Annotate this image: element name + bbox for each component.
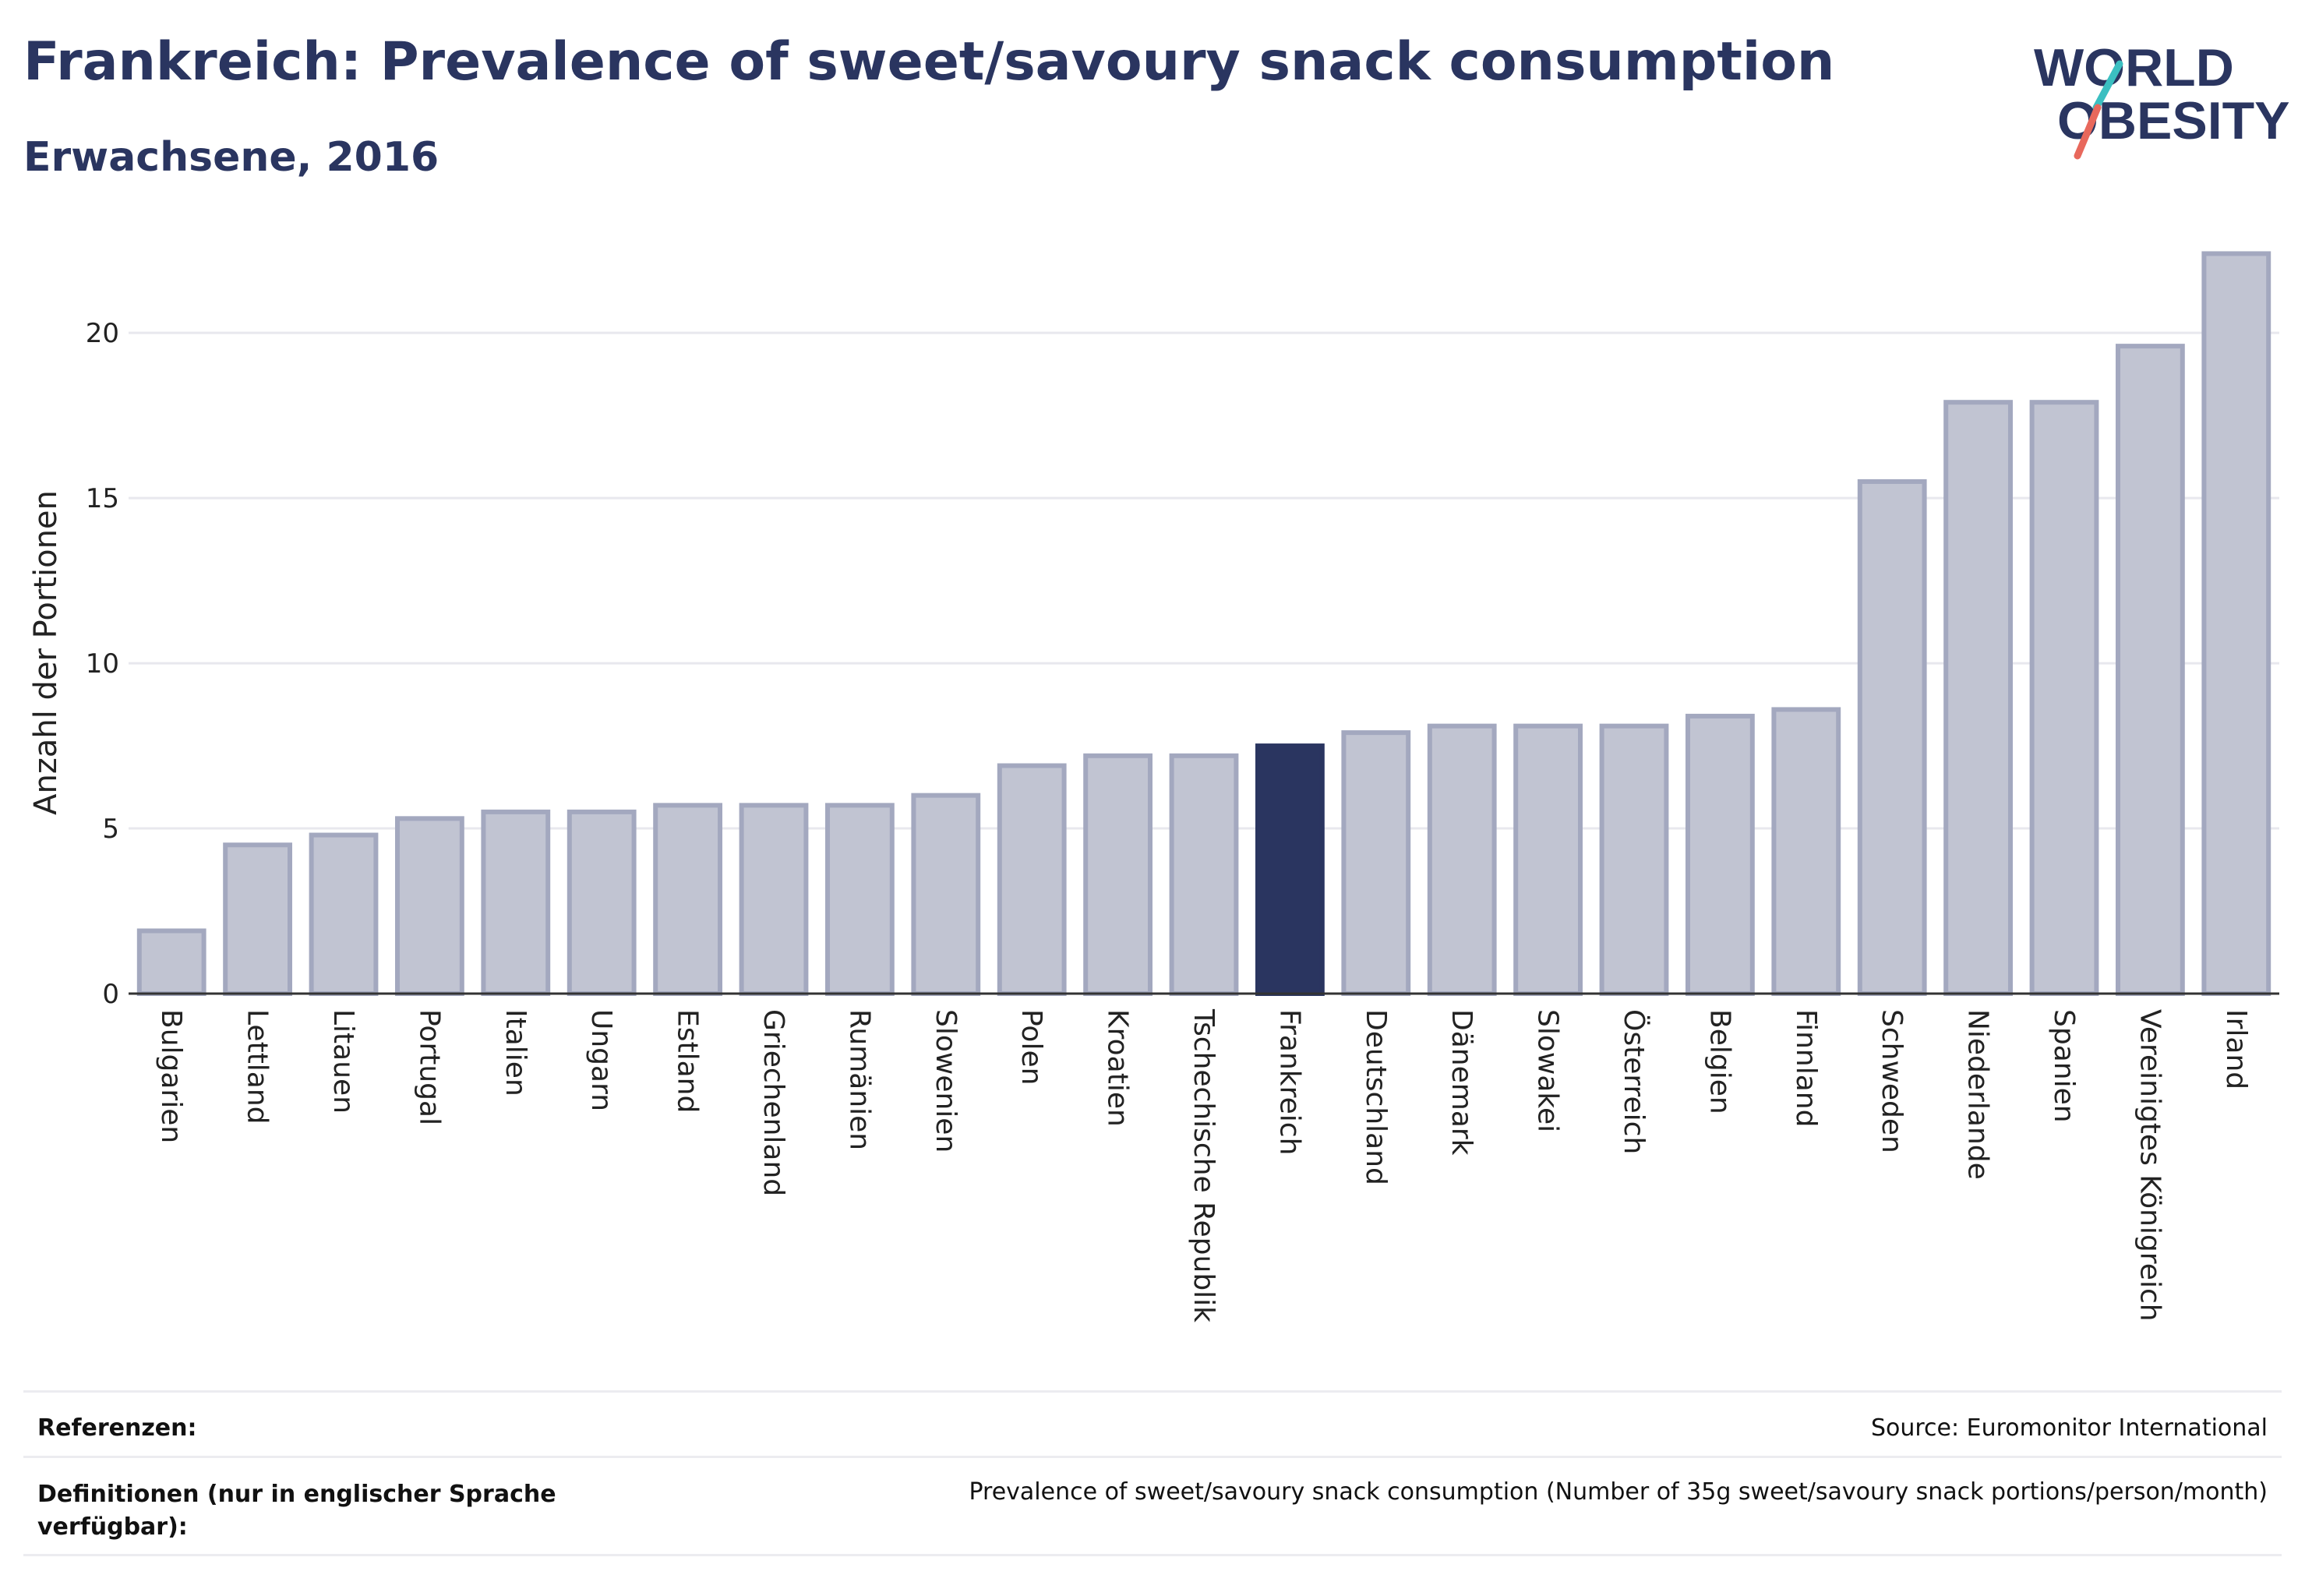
x-tick-label: Frankreich — [1273, 1009, 1305, 1155]
bar — [1427, 723, 1497, 996]
x-tick-label: Deutschland — [1360, 1009, 1392, 1185]
y-tick-label: 0 — [102, 979, 119, 1010]
y-axis-label: Anzahl der Portionen — [28, 490, 64, 815]
chart-subtitle: Erwachsene, 2016 — [23, 134, 439, 181]
bar — [1943, 400, 2013, 996]
footer-bottom-rule — [23, 1554, 2282, 1556]
y-tick-label: 20 — [86, 318, 119, 349]
x-tick-label: Kroatien — [1102, 1009, 1134, 1127]
x-tick-label: Estland — [672, 1009, 704, 1113]
bar — [1341, 730, 1411, 996]
x-tick-label: Österreich — [1618, 1009, 1650, 1154]
x-tick-label: Slowenien — [930, 1009, 962, 1153]
bar-chart: 0 5 10 15 20 Anzahl der Portionen Bulgarien Let… — [28, 251, 2279, 1322]
references-row: Referenzen: Source: Euromonitor Internat… — [23, 1390, 2282, 1455]
definitions-value: Prevalence of sweet/savoury snack consum… — [969, 1478, 2268, 1506]
bar — [739, 803, 809, 996]
x-tick-label: Griechenland — [757, 1009, 789, 1196]
bar — [395, 816, 464, 996]
x-tick-label: Rumänien — [843, 1009, 875, 1150]
y-tick-label: 10 — [86, 648, 119, 680]
logo-line1: WORLD — [2034, 38, 2234, 97]
x-tick-label: Ungarn — [585, 1009, 617, 1111]
x-tick-label: Spanien — [2048, 1009, 2080, 1123]
bar — [1857, 478, 1927, 996]
chart-title: Frankreich: Prevalence of sweet/savoury … — [23, 31, 1835, 93]
bar — [1771, 707, 1841, 996]
y-tick-label: 5 — [102, 814, 119, 845]
bar — [567, 809, 637, 996]
bar — [1513, 723, 1583, 996]
world-obesity-logo: WORLD OBESITY — [2034, 38, 2290, 160]
x-tick-label: Irland — [2220, 1009, 2252, 1089]
x-tick-label: Bulgarien — [155, 1009, 187, 1143]
bar — [2201, 251, 2271, 997]
x-tick-label: Polen — [1015, 1009, 1047, 1085]
footer: Referenzen: Source: Euromonitor Internat… — [23, 1390, 2282, 1562]
y-tick-label: 15 — [86, 483, 119, 514]
x-tick-label: Slowakei — [1532, 1009, 1564, 1132]
references-label: Referenzen: — [37, 1414, 197, 1442]
bar — [481, 809, 551, 996]
x-tick-label: Dänemark — [1445, 1009, 1477, 1156]
x-tick-label: Portugal — [413, 1009, 445, 1125]
definitions-label: Definitionen (nur in englischer Sprache … — [37, 1481, 556, 1541]
logo-slash-teal — [2092, 60, 2123, 111]
references-value: Source: Euromonitor International — [1870, 1414, 2268, 1442]
bar — [1169, 753, 1239, 996]
x-tick-label: Schweden — [1876, 1009, 1908, 1153]
bar — [1083, 753, 1152, 996]
logo-slash-coral — [2074, 104, 2102, 160]
bar — [997, 763, 1067, 996]
definitions-row: Definitionen (nur in englischer Sprache … — [23, 1456, 2282, 1558]
x-tick-label: Finnland — [1790, 1009, 1822, 1127]
x-tick-label: Italien — [499, 1009, 531, 1096]
x-tick-label: Litauen — [327, 1009, 359, 1114]
x-tick-label: Tschechische Republik — [1188, 1008, 1220, 1322]
bar — [1686, 713, 1755, 996]
bar — [1599, 723, 1669, 996]
bar — [136, 928, 206, 997]
bar — [911, 793, 981, 996]
bar — [223, 842, 293, 996]
bar — [653, 803, 723, 996]
bar — [309, 832, 379, 996]
x-tick-label: Niederlande — [1962, 1009, 1994, 1180]
x-tick-label: Lettland — [242, 1009, 274, 1125]
bar — [1255, 743, 1325, 997]
bar — [2116, 344, 2185, 996]
x-tick-label: Belgien — [1703, 1009, 1735, 1114]
bar — [2029, 400, 2099, 996]
x-tick-label: Vereinigtes Königreich — [2134, 1009, 2166, 1322]
bar — [825, 803, 895, 996]
